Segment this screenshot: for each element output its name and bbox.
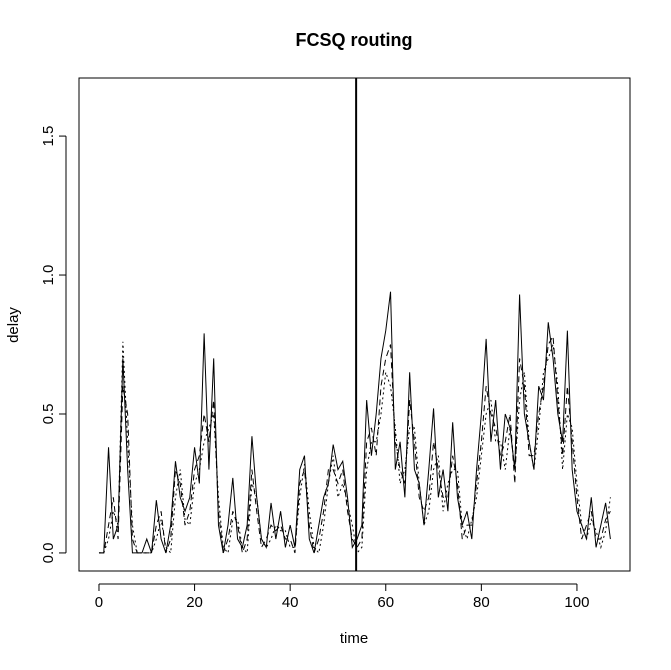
x-tick-label: 20 [186, 594, 203, 611]
x-tick-label: 0 [95, 594, 103, 611]
x-axis-label: time [340, 630, 368, 647]
x-tick-label: 100 [564, 594, 589, 611]
y-axis-label: delay [5, 307, 22, 343]
y-tick-label: 0.5 [40, 404, 57, 425]
chart-title: FCSQ routing [296, 30, 413, 50]
series-line [98, 341, 611, 555]
x-tick-label: 80 [473, 594, 490, 611]
series-line [98, 334, 611, 554]
y-tick-label: 1.0 [40, 265, 57, 286]
plot-frame [78, 77, 631, 572]
y-tick-label: 1.5 [40, 126, 57, 147]
x-tick-label: 60 [377, 594, 394, 611]
y-tick-label: 0.0 [40, 543, 57, 564]
x-tick-label: 40 [282, 594, 299, 611]
series-line [98, 291, 611, 554]
